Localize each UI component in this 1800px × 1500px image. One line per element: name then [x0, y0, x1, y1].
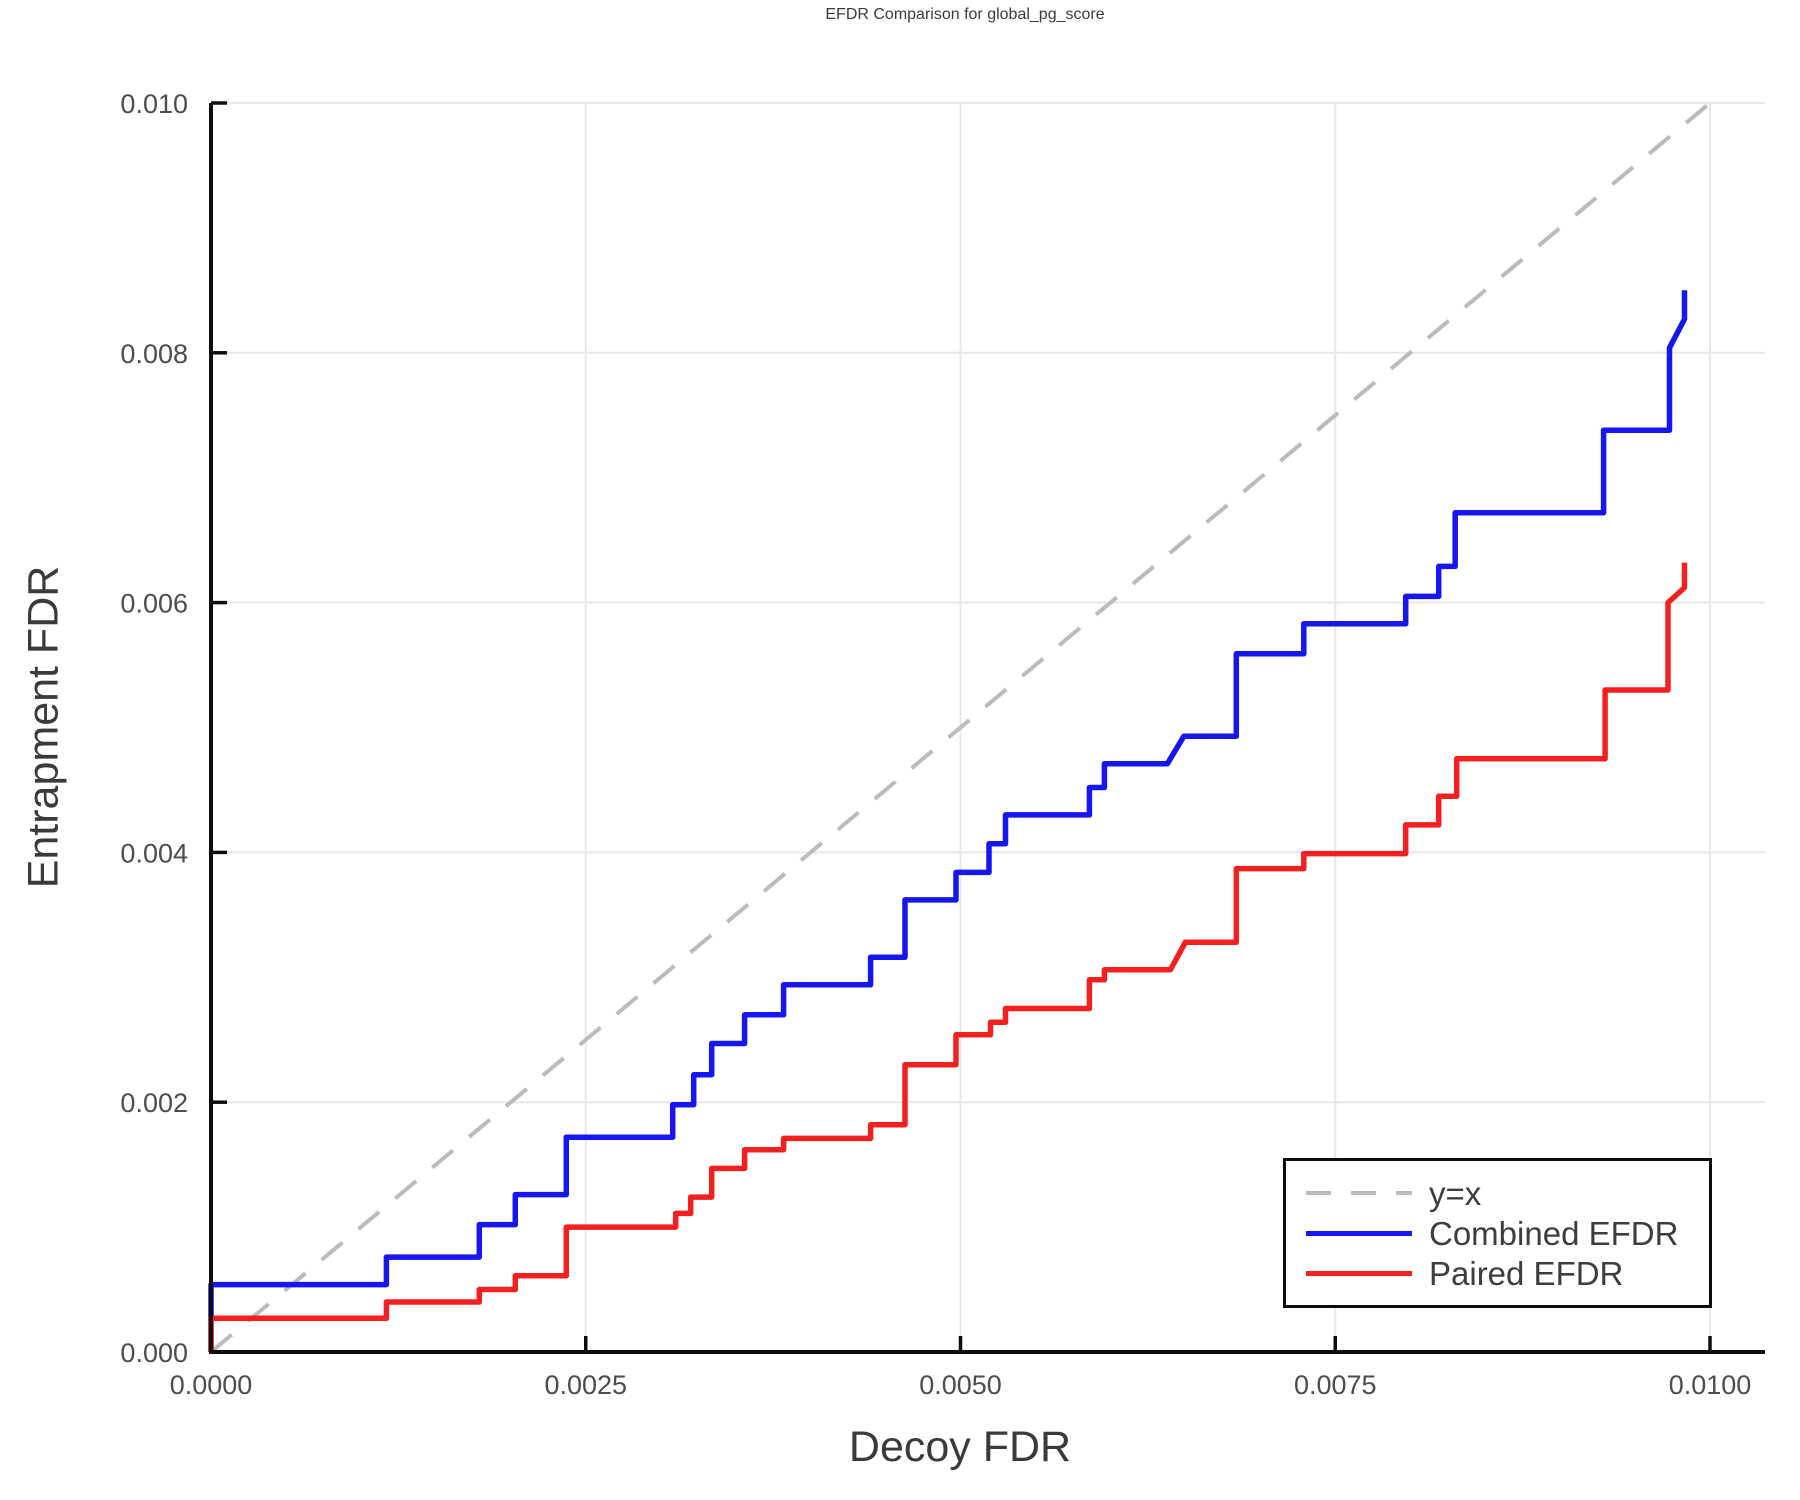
legend-label: y=x: [1429, 1174, 1482, 1212]
paired-efdr-line: [208, 562, 1688, 1352]
y-tick-label: 0.004: [120, 838, 188, 868]
y-tick-label: 0.002: [120, 1088, 188, 1118]
x-tick-label: 0.0100: [1669, 1370, 1752, 1400]
x-tick-label: 0.0075: [1294, 1370, 1377, 1400]
y-tick-label: 0.010: [120, 89, 188, 119]
legend-line-sample: [1306, 1270, 1412, 1276]
legend-label: Paired EFDR: [1429, 1254, 1624, 1292]
legend-label: Combined EFDR: [1429, 1214, 1679, 1252]
x-axis-label: Decoy FDR: [848, 1423, 1072, 1471]
legend-line-sample: [1306, 1230, 1412, 1236]
y-tick-label: 0.008: [120, 339, 188, 369]
combined-efdr-line: [208, 290, 1688, 1352]
legend-row: Combined EFDR: [1306, 1213, 1709, 1253]
y-axis-label: Entrapment FDR: [19, 565, 68, 889]
y-tick-label: 0.000: [120, 1338, 188, 1368]
legend-row: Paired EFDR: [1306, 1253, 1709, 1293]
legend-row: y=x: [1306, 1173, 1709, 1213]
x-tick-label: 0.0000: [170, 1370, 253, 1400]
legend-dashed-line-sample: [1306, 1191, 1412, 1195]
identity-line: [209, 101, 1712, 1354]
legend: y=x Combined EFDR Paired EFDR: [1283, 1158, 1712, 1308]
chart-title: EFDR Comparison for global_pg_score: [825, 6, 1105, 23]
x-tick-label: 0.0025: [544, 1370, 627, 1400]
y-tick-label: 0.006: [120, 589, 188, 619]
x-tick-label: 0.0050: [919, 1370, 1002, 1400]
